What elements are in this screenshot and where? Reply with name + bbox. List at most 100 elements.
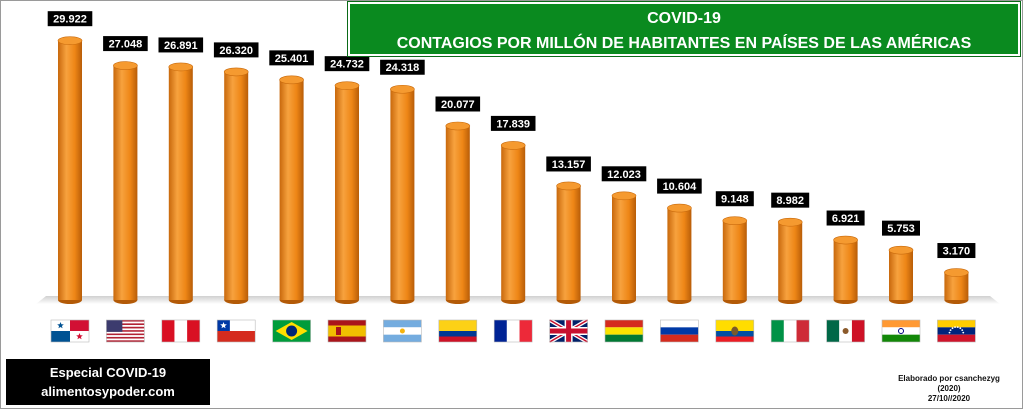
- bar-mexico: [833, 235, 858, 304]
- bar-body: [168, 66, 193, 300]
- spain-flag: [327, 319, 367, 343]
- value-label-text: 26.891: [164, 40, 198, 52]
- value-label-box: [434, 95, 482, 113]
- bar-venezuela: [944, 268, 969, 304]
- bar-colombia: [445, 121, 471, 304]
- bar-top: [390, 84, 415, 94]
- chart-title: COVID-19: [647, 10, 721, 27]
- value-label-box: [881, 219, 921, 237]
- brand-title: Especial COVID-19: [49, 365, 167, 380]
- value-label: 26.320: [212, 41, 260, 59]
- value-label-text: 17.839: [496, 118, 530, 130]
- value-label: 9.148: [714, 190, 755, 208]
- value-label: 29.922: [46, 10, 94, 28]
- value-label-text: 29.922: [53, 14, 87, 26]
- bar-top: [611, 191, 637, 201]
- bar-top: [57, 36, 83, 45]
- bar-top: [888, 245, 914, 255]
- value-label-box: [268, 49, 315, 67]
- bar-top: [722, 216, 748, 226]
- value-label-text: 25.401: [275, 53, 309, 65]
- bar-body: [58, 40, 82, 301]
- value-label-text: 13.157: [552, 159, 586, 171]
- bar-top: [279, 75, 304, 85]
- flags-group: [50, 318, 976, 344]
- venezuela-flag: [937, 319, 976, 343]
- value-label-box: [102, 35, 149, 53]
- bar-top: [944, 268, 969, 277]
- uk-flag: [548, 318, 589, 344]
- bar-brazil: [279, 75, 304, 304]
- brand-box: Especial COVID-19 alimentosypoder.com: [6, 359, 210, 405]
- value-label-text: 5.753: [887, 223, 915, 235]
- bar-france: [500, 141, 526, 304]
- value-label-box: [212, 41, 260, 59]
- value-label: 12.023: [600, 165, 648, 183]
- brand-site: alimentosypoder.com: [41, 384, 175, 399]
- value-label-box: [489, 114, 537, 132]
- italy-flag: [770, 319, 810, 343]
- value-label: 24.318: [379, 58, 426, 76]
- value-label-box: [46, 10, 94, 28]
- bar-body: [722, 220, 747, 300]
- value-label-box: [770, 191, 811, 209]
- bar-body: [224, 71, 249, 300]
- usa-flag: [106, 319, 145, 343]
- value-label: 6.921: [825, 209, 866, 227]
- bar-top: [667, 203, 692, 213]
- bar-russia: [667, 203, 692, 304]
- bar-uk: [556, 181, 581, 304]
- value-label-text: 20.077: [441, 99, 475, 111]
- india-flag: [881, 319, 921, 343]
- bar-panama: [57, 36, 83, 304]
- value-label: 24.732: [323, 55, 371, 73]
- bar-body: [390, 89, 415, 300]
- bars-group: [57, 36, 969, 304]
- credit-year: (2020): [937, 384, 961, 393]
- peru-flag: [161, 319, 201, 343]
- value-label-text: 8.982: [776, 195, 804, 207]
- bar-india: [888, 245, 914, 304]
- value-label-text: 12.023: [607, 169, 641, 181]
- value-label-text: 24.732: [330, 59, 364, 71]
- value-label: 8.982: [770, 191, 811, 209]
- bar-body: [944, 272, 969, 300]
- value-label: 25.401: [268, 49, 315, 67]
- credit-date: 27/10//2020: [927, 394, 971, 403]
- value-label-text: 6.921: [832, 213, 860, 225]
- bar-body: [556, 185, 581, 300]
- value-label: 3.170: [936, 242, 977, 260]
- chile-flag: [216, 319, 256, 343]
- bar-top: [334, 81, 360, 90]
- bar-top: [223, 67, 249, 77]
- value-label-text: 9.148: [721, 194, 749, 206]
- bar-chile: [223, 67, 249, 304]
- bar-spain: [334, 81, 360, 304]
- bar-body: [612, 195, 636, 300]
- value-label-box: [714, 190, 755, 208]
- bar-ecuador: [722, 216, 748, 304]
- bar-top: [556, 181, 581, 191]
- bar-body: [889, 250, 913, 300]
- france-flag: [493, 319, 533, 343]
- chart-subtitle: CONTAGIOS POR MILLÓN DE HABITANTES EN PA…: [396, 35, 972, 52]
- bar-top: [445, 121, 471, 131]
- value-label-text: 10.604: [663, 181, 698, 193]
- value-label-box: [157, 36, 205, 54]
- bar-peru: [168, 62, 194, 304]
- bar-body: [778, 222, 803, 300]
- value-label: 13.157: [545, 155, 592, 173]
- russia-flag: [660, 319, 699, 343]
- value-label: 5.753: [881, 219, 921, 237]
- bar-top: [777, 217, 803, 227]
- bar-body: [833, 240, 858, 300]
- ecuador-flag: [715, 319, 755, 343]
- value-label: 26.891: [157, 36, 205, 54]
- bar-top: [500, 141, 526, 150]
- colombia-flag: [438, 319, 478, 343]
- value-label-box: [656, 177, 703, 195]
- bar-top: [168, 62, 194, 72]
- bar-usa: [113, 61, 138, 304]
- chart-title-box: COVID-19 CONTAGIOS POR MILLÓN DE HABITAN…: [347, 1, 1021, 57]
